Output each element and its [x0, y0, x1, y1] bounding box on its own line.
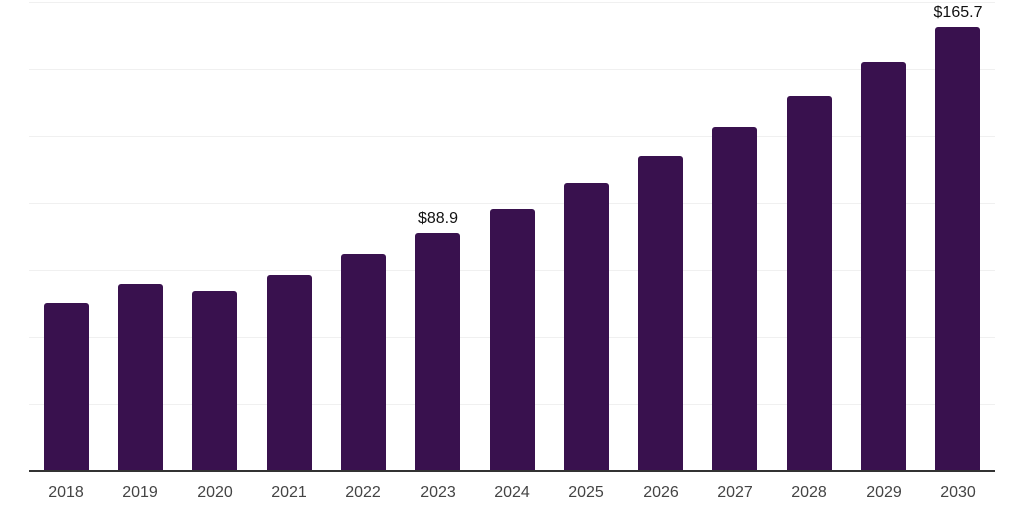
bar-2025[interactable]	[564, 183, 609, 471]
bar-2021[interactable]	[267, 275, 312, 471]
bar-2023[interactable]	[415, 233, 460, 471]
bar-2024[interactable]	[490, 209, 535, 471]
x-tick-label-2020: 2020	[197, 484, 233, 501]
x-tick-label-2027: 2027	[717, 484, 753, 501]
gridline-100	[29, 203, 995, 204]
x-tick-label-2030: 2030	[940, 484, 976, 501]
bar-2020[interactable]	[192, 291, 237, 471]
data-label-2030: $165.7	[933, 4, 983, 21]
bar-2030[interactable]	[935, 27, 980, 471]
bar-2022[interactable]	[341, 254, 386, 471]
bar-2027[interactable]	[712, 127, 757, 471]
bar-2019[interactable]	[118, 284, 163, 471]
x-tick-label-2029: 2029	[866, 484, 902, 501]
x-axis-line	[29, 470, 995, 472]
gridline-125	[29, 136, 995, 137]
bar-2026[interactable]	[638, 156, 683, 471]
bar-2028[interactable]	[787, 96, 832, 471]
x-tick-label-2023: 2023	[420, 484, 456, 501]
gridline-175	[29, 2, 995, 3]
data-label-2023: $88.9	[417, 210, 459, 227]
gridline-150	[29, 69, 995, 70]
x-tick-label-2026: 2026	[643, 484, 679, 501]
bar-2029[interactable]	[861, 62, 906, 471]
bar-2018[interactable]	[44, 303, 89, 471]
x-tick-label-2028: 2028	[791, 484, 827, 501]
x-tick-label-2025: 2025	[568, 484, 604, 501]
x-tick-label-2019: 2019	[122, 484, 158, 501]
x-tick-label-2021: 2021	[271, 484, 307, 501]
x-tick-label-2018: 2018	[48, 484, 84, 501]
x-tick-label-2022: 2022	[345, 484, 381, 501]
x-tick-label-2024: 2024	[494, 484, 530, 501]
